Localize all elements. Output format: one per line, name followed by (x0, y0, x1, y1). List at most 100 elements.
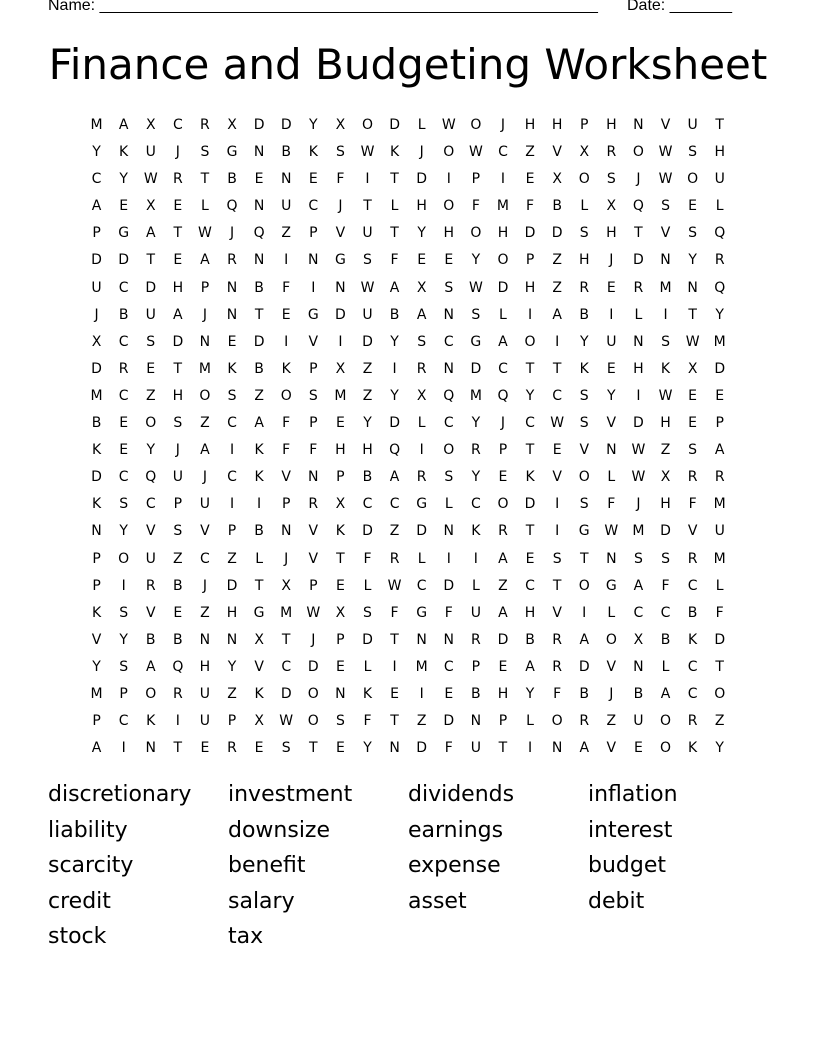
grid-letter: I (527, 740, 533, 757)
grid-letter: E (119, 198, 129, 215)
date-field-label: Date: _______ (627, 0, 732, 14)
grid-letter: N (253, 198, 265, 215)
grid-letter: Q (253, 225, 265, 242)
grid-letter: N (308, 252, 319, 269)
grid-letter: B (471, 685, 481, 702)
grid-letter: P (498, 442, 508, 459)
grid-letter: G (253, 604, 265, 621)
grid-letter: N (633, 117, 644, 133)
grid-letter: L (526, 713, 534, 730)
grid-letter: N (199, 631, 211, 648)
grid-letter: N (253, 144, 265, 161)
grid-letter: A (145, 225, 156, 242)
grid-letter: O (118, 550, 130, 567)
grid-letter: Y (715, 740, 724, 757)
grid-letter: L (417, 550, 426, 567)
grid-letter: I (338, 333, 343, 350)
grid-letter: E (227, 333, 237, 350)
grid-letter: S (363, 604, 372, 621)
grid-letter: F (282, 415, 291, 432)
grid-letter: T (173, 740, 183, 757)
grid-letter: Q (632, 198, 644, 215)
grid-letter: U (281, 198, 292, 215)
grid-letter: A (118, 117, 129, 133)
grid-letter: T (525, 442, 535, 459)
grid-letter: N (226, 631, 238, 648)
grid-letter: T (579, 550, 589, 567)
grid-letter: O (578, 577, 590, 594)
grid-letter: G (307, 306, 319, 323)
grid-letter: S (471, 306, 481, 323)
grid-letter: M (90, 685, 103, 702)
grid-letter: O (660, 740, 672, 757)
grid-letter: B (254, 523, 264, 540)
grid-letter: S (579, 387, 589, 404)
grid-letter: H (578, 252, 590, 269)
grid-letter: D (416, 740, 428, 757)
grid-letter: I (636, 387, 641, 404)
grid-letter: D (714, 631, 726, 648)
grid-letter: V (606, 740, 617, 757)
grid-letter: C (227, 415, 237, 432)
grid-letter: T (525, 523, 535, 540)
grid-letter: J (636, 496, 641, 513)
grid-letter: Y (390, 333, 399, 350)
grid-letter: T (390, 171, 399, 188)
grid-letter: S (688, 144, 698, 161)
grid-letter: R (687, 550, 698, 567)
grid-letter: C (362, 496, 373, 513)
grid-letter: H (524, 604, 536, 621)
grid-letter: O (280, 387, 292, 404)
grid-letter: B (254, 279, 264, 296)
grid-letter: Y (417, 225, 426, 242)
grid-letter: V (552, 604, 562, 621)
grid-letter: U (687, 117, 698, 133)
grid-letter: T (715, 658, 724, 675)
grid-letter: P (92, 225, 101, 242)
grid-letter: R (416, 360, 427, 377)
grid-letter: Z (552, 279, 562, 296)
grid-letter: S (200, 144, 210, 161)
grid-letter: I (392, 360, 397, 377)
grid-letter: U (172, 469, 183, 486)
grid-letter: I (419, 685, 424, 702)
grid-letter: I (555, 333, 560, 350)
grid-letter: E (308, 171, 318, 188)
grid-letter: H (714, 144, 725, 161)
grid-letter: A (552, 306, 562, 323)
grid-letter: T (390, 225, 399, 242)
grid-letter: O (578, 469, 590, 486)
word-bank-item: investment (228, 782, 353, 807)
grid-letter: N (145, 740, 156, 757)
grid-letter: H (497, 225, 509, 242)
word-bank-item: downsize (228, 817, 331, 843)
grid-letter: Q (389, 442, 401, 459)
grid-letter: E (444, 252, 454, 269)
grid-letter: Z (525, 144, 535, 161)
grid-letter: R (714, 469, 725, 486)
grid-letter: O (443, 198, 455, 215)
grid-letter: O (714, 685, 726, 702)
grid-letter: C (443, 415, 454, 432)
grid-letter: S (417, 333, 427, 350)
grid-letter: C (687, 577, 698, 594)
grid-letter: I (473, 550, 478, 567)
grid-letter: R (714, 252, 725, 269)
grid-letter: U (362, 225, 373, 242)
grid-letter: K (119, 144, 129, 161)
grid-letter: H (362, 442, 373, 459)
grid-letter: L (255, 550, 264, 567)
grid-letter: Q (443, 387, 455, 404)
grid-letter: S (281, 740, 291, 757)
grid-letter: A (498, 333, 508, 350)
grid-letter: R (498, 523, 508, 540)
grid-letter: T (498, 740, 508, 757)
grid-letter: A (91, 740, 102, 757)
grid-letter: F (444, 604, 453, 621)
